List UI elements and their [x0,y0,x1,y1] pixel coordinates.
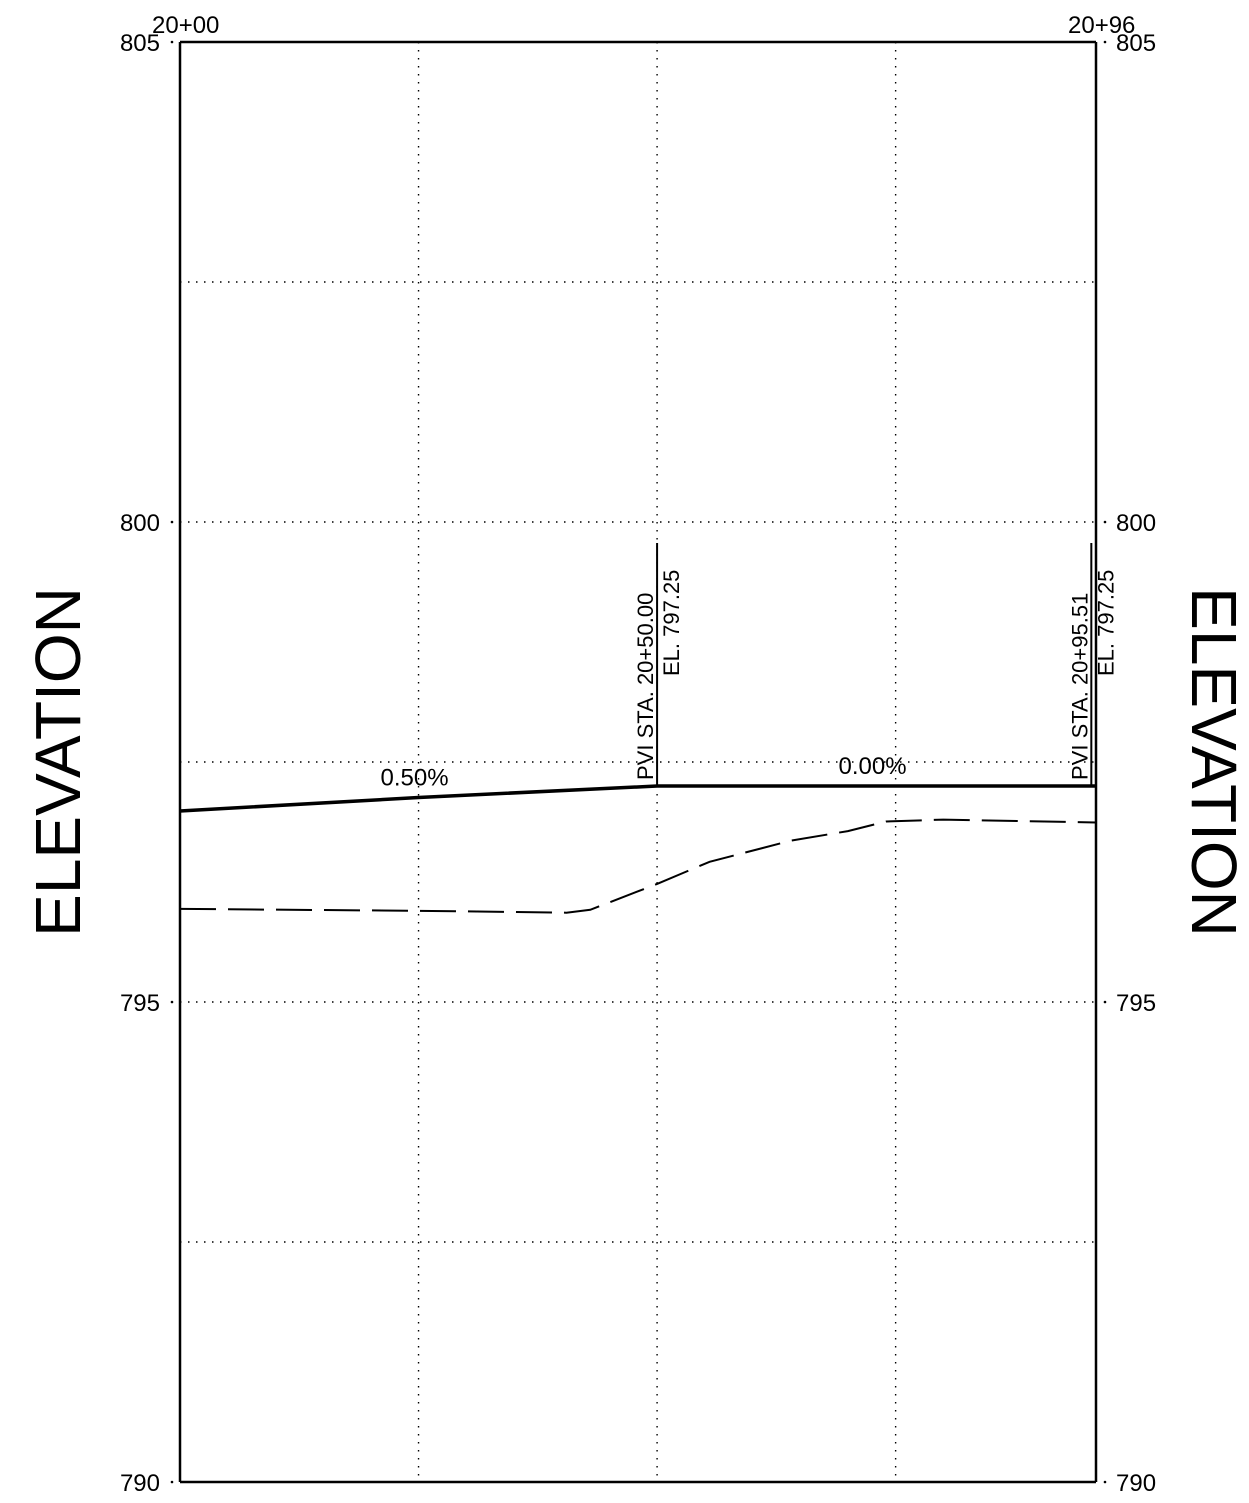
y-tick-label-right: 805 [1116,30,1156,57]
pvi-elevation-label: EL. 797.25 [659,570,684,676]
y-tick-mark [170,520,174,524]
left-elevation-title: ELEVATION [22,587,94,937]
end-station-label: 20+96 [1068,12,1135,39]
grade-label: 0.50% [381,765,449,792]
pvi-station-label: PVI STA. 20+50.00 [633,593,658,780]
pvi-station-label: PVI STA. 20+95.51 [1067,593,1092,780]
y-tick-label-left: 790 [120,1470,160,1497]
plot-frame [178,40,1098,1484]
y-tick-label-left: 805 [120,30,160,57]
y-tick-mark [1103,1000,1107,1004]
right-elevation-title: ELEVATION [1178,587,1249,937]
pvi-elevation-label: EL. 797.25 [1093,570,1118,676]
y-tick-mark [170,1000,174,1004]
y-tick-label-right: 800 [1116,510,1156,537]
y-tick-mark [1103,40,1107,44]
y-tick-label-left: 795 [120,990,160,1017]
profile-series [179,784,1097,914]
y-tick-label-left: 800 [120,510,160,537]
proposed-grade-line [179,784,1096,813]
y-tick-label-right: 790 [1116,1470,1156,1497]
y-tick-mark [1103,520,1107,524]
axis-labels: 20+00 20+96 ELEVATION ELEVATION [22,12,1249,937]
annotations: 790 790 795 795 800 800 805 805 0.50% 0.00% PVI ST… [120,30,1156,1497]
y-tick-mark [170,1480,174,1484]
y-tick-mark [170,40,174,44]
y-tick-label-right: 795 [1116,990,1156,1017]
start-station-label: 20+00 [152,12,219,39]
y-tick-mark [1103,1480,1107,1484]
existing-ground-line [179,818,1097,914]
grade-label: 0.00% [839,753,907,780]
